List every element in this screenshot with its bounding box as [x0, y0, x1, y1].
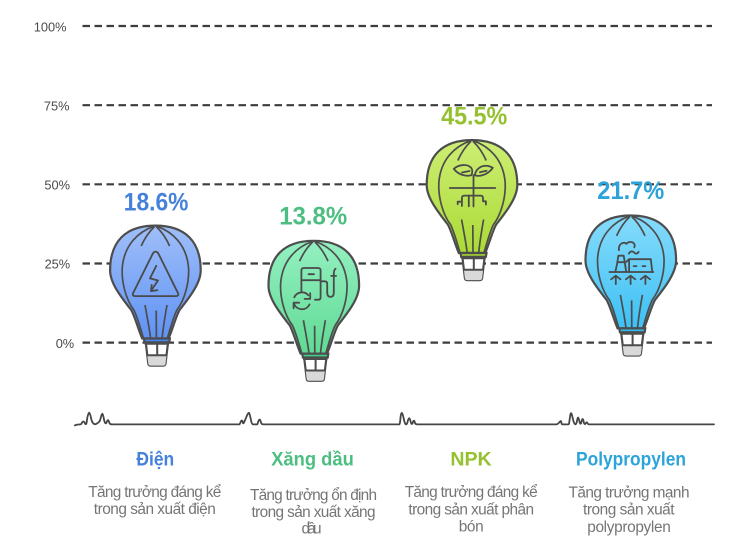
svg-text:dầu: dầu: [302, 521, 322, 538]
svg-text:NPK: NPK: [450, 449, 491, 471]
svg-text:trong sản xuất: trong sản xuất: [583, 502, 675, 519]
svg-text:45.5%: 45.5%: [441, 103, 507, 131]
svg-text:100%: 100%: [34, 19, 67, 34]
svg-text:Xăng dầu: Xăng dầu: [271, 449, 354, 471]
svg-text:trong sản xuất điện: trong sản xuất điện: [94, 501, 216, 518]
svg-text:0%: 0%: [56, 336, 75, 351]
svg-text:polypropylen: polypropylen: [587, 519, 671, 536]
svg-text:bón: bón: [459, 519, 484, 536]
svg-text:trong sản xuất phân: trong sản xuất phân: [408, 501, 534, 518]
svg-text:Điện: Điện: [136, 449, 174, 471]
svg-text:Tăng trưởng ổn định: Tăng trưởng ổn định: [250, 487, 377, 504]
svg-text:Tăng trưởng đáng kể: Tăng trưởng đáng kể: [88, 484, 221, 501]
svg-text:18.6%: 18.6%: [124, 188, 189, 216]
svg-text:Polypropylen: Polypropylen: [576, 449, 686, 471]
svg-text:21.7%: 21.7%: [597, 177, 664, 205]
svg-text:13.8%: 13.8%: [279, 203, 347, 231]
svg-text:Tăng trưởng mạnh: Tăng trưởng mạnh: [569, 484, 690, 501]
svg-text:50%: 50%: [44, 178, 70, 193]
svg-text:75%: 75%: [44, 98, 70, 113]
svg-text:Tăng trưởng đáng kể: Tăng trưởng đáng kể: [405, 484, 538, 501]
svg-text:trong sản xuất xăng: trong sản xuất xăng: [252, 504, 376, 521]
svg-text:25%: 25%: [45, 257, 71, 272]
